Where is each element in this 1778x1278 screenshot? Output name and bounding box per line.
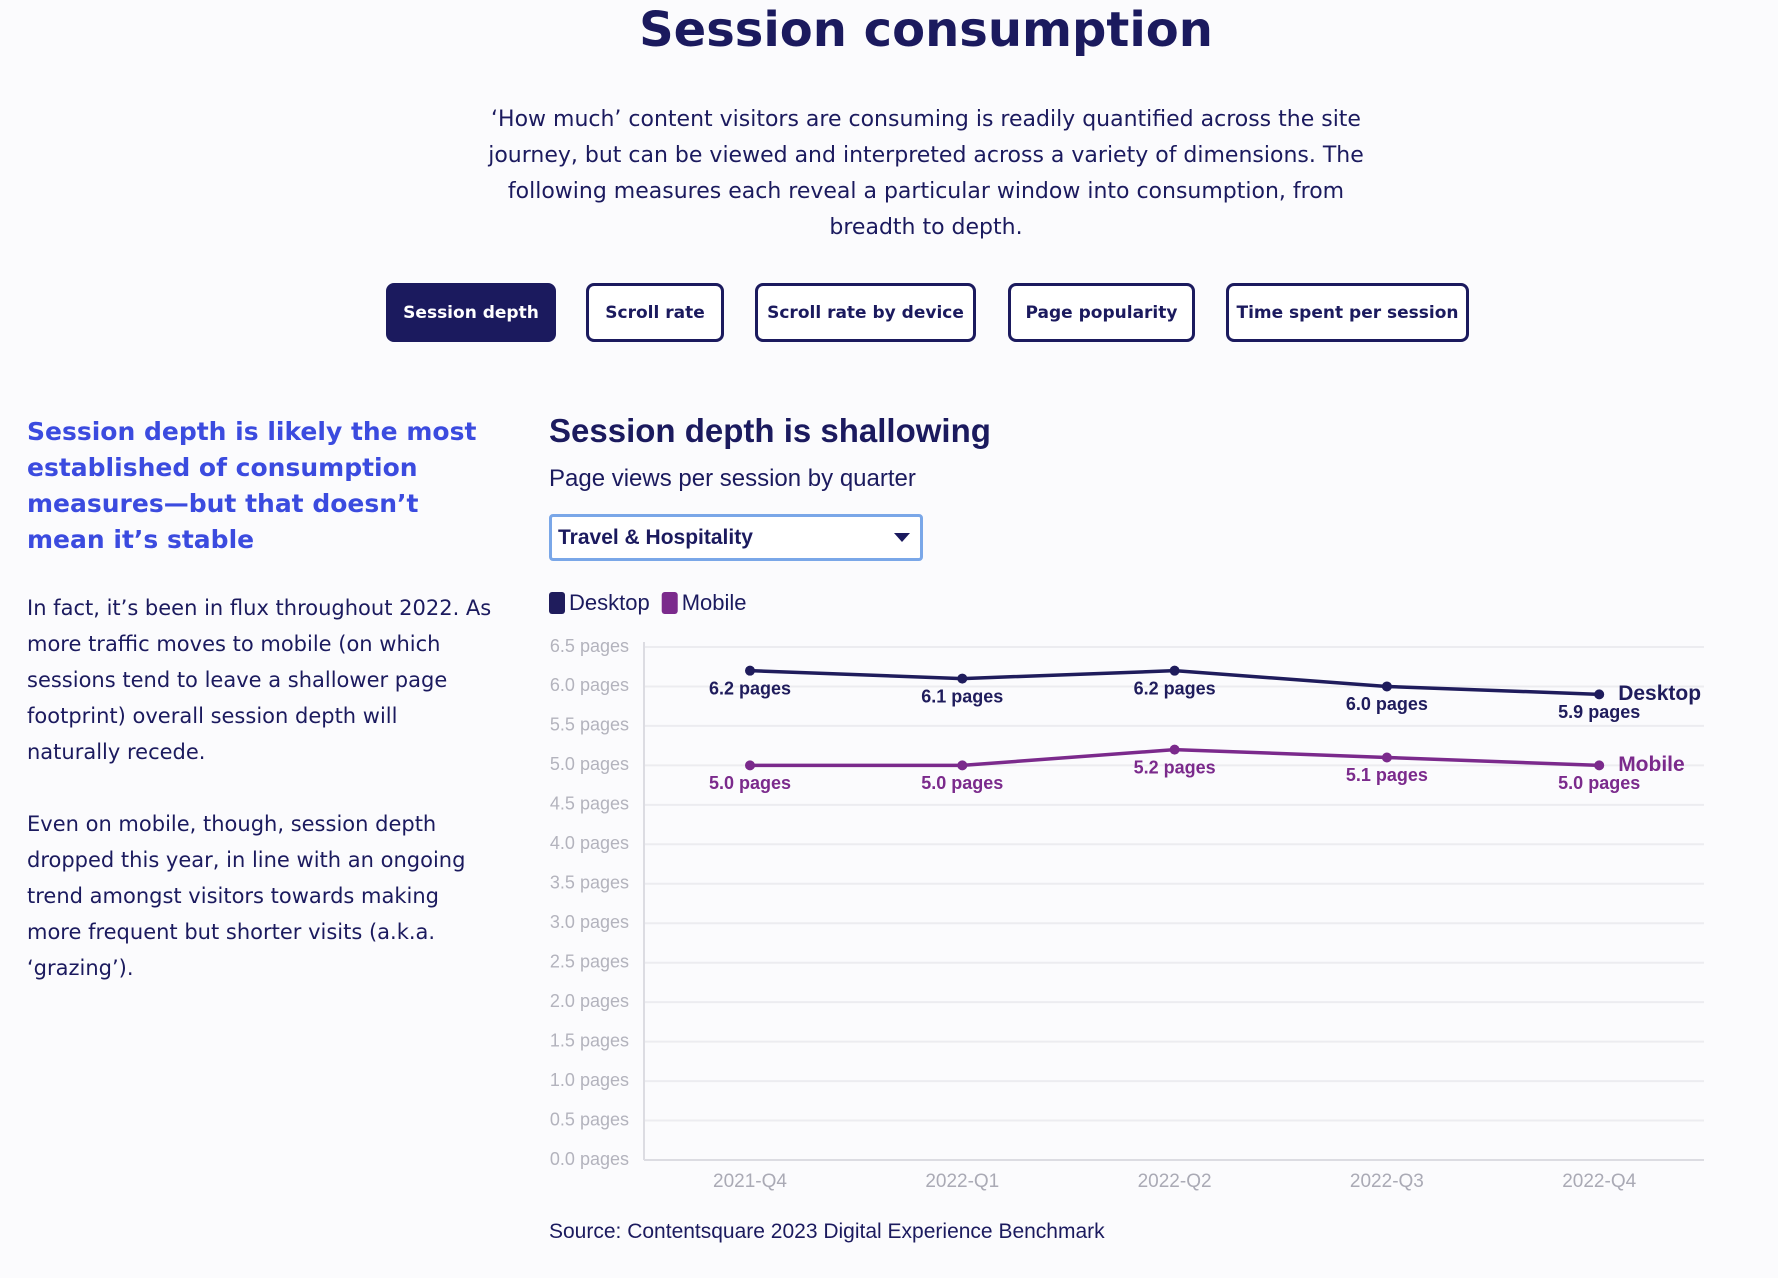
data-point xyxy=(745,665,755,676)
y-tick-label: 3.5 pages xyxy=(550,873,629,893)
data-point xyxy=(745,760,755,771)
data-point xyxy=(1594,689,1605,700)
data-point xyxy=(1594,760,1605,771)
data-label: 6.2 pages xyxy=(709,678,791,698)
dropdown-arrow xyxy=(894,533,910,542)
y-tick-label: 4.5 pages xyxy=(550,794,629,814)
data-point xyxy=(1381,681,1392,692)
x-tick-label: 2022-Q4 xyxy=(1562,1171,1636,1192)
y-tick-label: 2.5 pages xyxy=(550,951,629,971)
chart-title: Session depth is shallowing xyxy=(549,412,991,449)
data-point xyxy=(957,760,968,771)
data-point xyxy=(957,673,968,684)
y-tick-label: 1.0 pages xyxy=(550,1070,629,1090)
y-tick-label: 4.0 pages xyxy=(550,833,629,853)
y-tick-label: 0.5 pages xyxy=(550,1109,629,1129)
data-label: 5.1 pages xyxy=(1346,765,1428,785)
y-tick-label: 6.0 pages xyxy=(550,675,629,695)
data-label: 5.0 pages xyxy=(709,773,791,793)
sidebar-paragraph: Even on mobile, though, session depth dr… xyxy=(27,812,466,980)
chart-subtitle: Page views per session by quarter xyxy=(549,465,916,492)
legend-swatch xyxy=(661,592,678,614)
y-tick-label: 5.0 pages xyxy=(550,754,629,774)
dropdown-value: Travel & Hospitality xyxy=(558,526,753,549)
series-end-label: Mobile xyxy=(1618,753,1685,776)
y-tick-label: 2.0 pages xyxy=(550,991,629,1011)
x-tick-label: 2022-Q1 xyxy=(925,1171,999,1192)
data-label: 6.1 pages xyxy=(921,686,1003,706)
y-tick-label: 1.5 pages xyxy=(550,1030,629,1050)
x-tick-label: 2021-Q4 xyxy=(713,1171,787,1192)
intro: ‘How much’ content visitors are consumin… xyxy=(488,107,1364,240)
data-label: 6.2 pages xyxy=(1134,678,1216,698)
sidebar-heading: Session depth is likely the most establi… xyxy=(27,417,477,554)
data-label: 5.2 pages xyxy=(1134,757,1216,777)
legend-label: Desktop xyxy=(569,590,650,615)
data-point xyxy=(1381,752,1392,763)
y-tick-label: 0.0 pages xyxy=(550,1149,629,1169)
chart-source: Source: Contentsquare 2023 Digital Exper… xyxy=(549,1220,1105,1243)
series-end-label: Desktop xyxy=(1618,682,1701,705)
data-point xyxy=(1169,744,1180,755)
x-tick-label: 2022-Q3 xyxy=(1350,1171,1424,1192)
y-tick-label: 3.0 pages xyxy=(550,912,629,932)
sidebar-paragraph: In fact, it’s been in flux throughout 20… xyxy=(27,596,492,764)
data-point xyxy=(1169,665,1180,676)
legend-label: Mobile xyxy=(682,590,747,615)
y-tick-label: 6.5 pages xyxy=(550,636,629,656)
page-title: Session consumption xyxy=(639,2,1213,58)
x-tick-label: 2022-Q2 xyxy=(1138,1171,1212,1192)
data-label: 6.0 pages xyxy=(1346,694,1428,714)
data-label: 5.0 pages xyxy=(921,773,1003,793)
tab[interactable]: Session depth xyxy=(386,283,556,342)
legend-swatch xyxy=(549,592,565,614)
y-tick-label: 5.5 pages xyxy=(550,715,629,735)
tab[interactable]: Time spent per session xyxy=(1226,283,1469,342)
data-label: 5.9 pages xyxy=(1558,702,1640,722)
tab[interactable]: Scroll rate xyxy=(586,283,724,342)
tab[interactable]: Scroll rate by device xyxy=(755,283,976,342)
dropdown[interactable]: Travel & Hospitality xyxy=(549,514,923,561)
tab[interactable]: Page popularity xyxy=(1008,283,1195,342)
data-label: 5.0 pages xyxy=(1558,773,1640,793)
